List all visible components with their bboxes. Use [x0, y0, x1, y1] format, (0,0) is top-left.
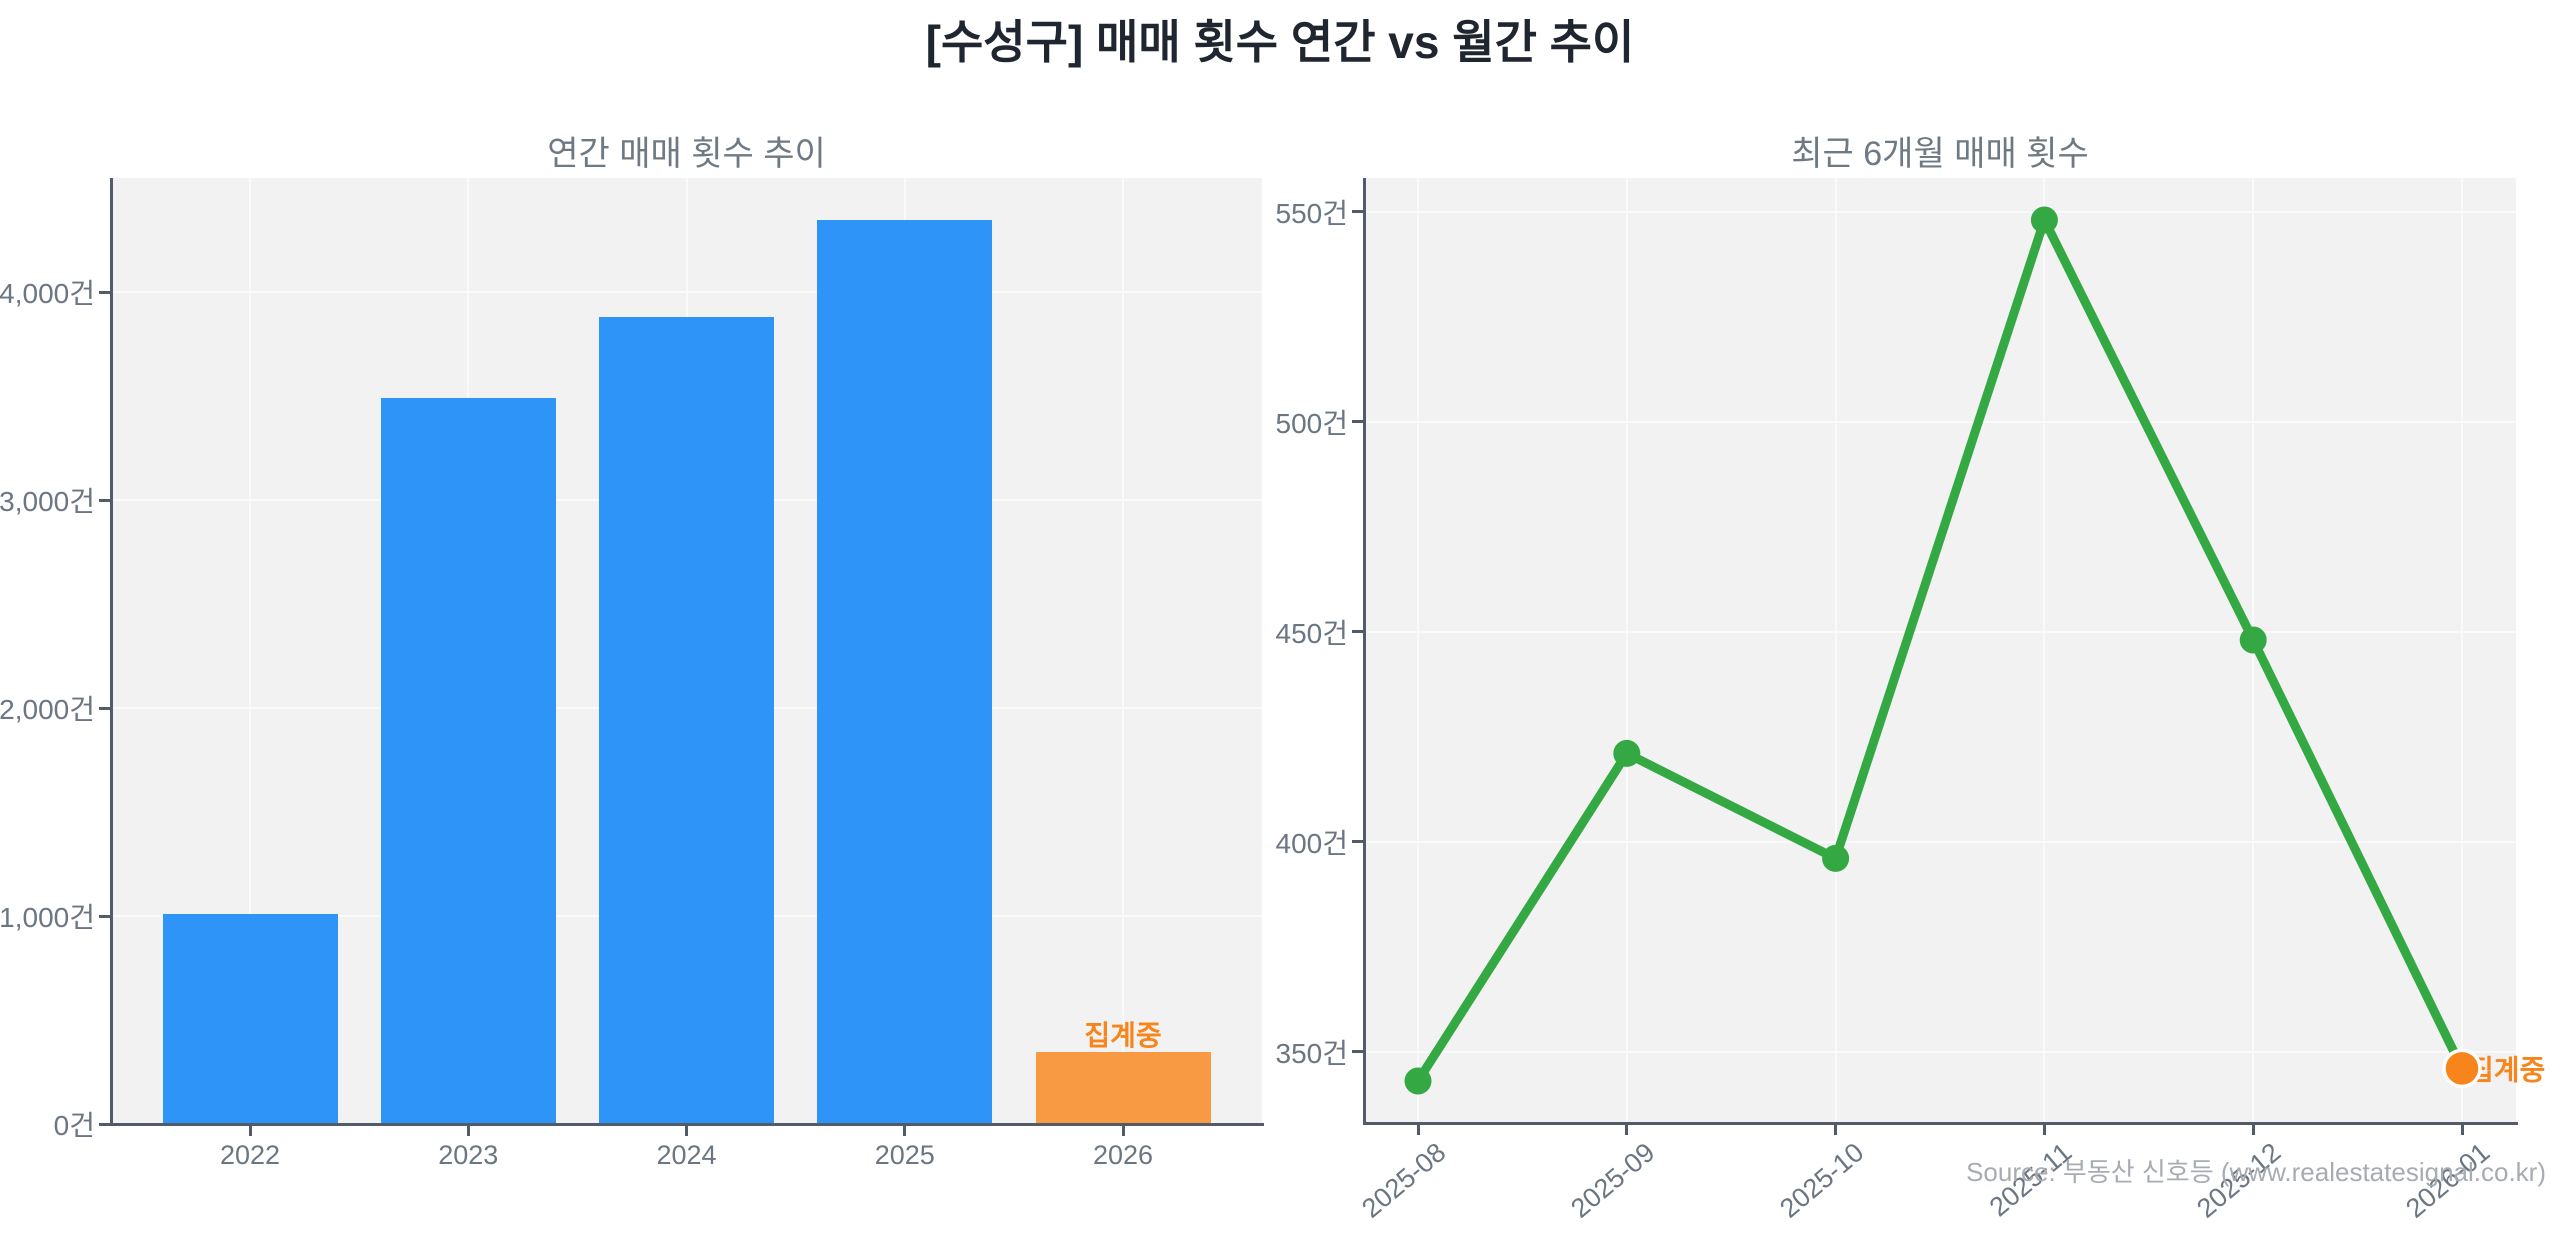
trend-line: [1413, 215, 2467, 1086]
left-spine: [109, 178, 113, 1126]
x-tick: [248, 1124, 252, 1136]
x-tick: [2042, 1123, 2046, 1135]
bar-2026: [1035, 1052, 1211, 1124]
gridline-y: [1364, 630, 2516, 633]
gridline-x: [2043, 178, 2046, 1123]
y-tick-label: 450건: [1275, 617, 1348, 649]
gridline-x: [1417, 178, 1419, 1123]
y-tick: [99, 290, 111, 294]
y-tick-label: 0건: [53, 1110, 95, 1141]
x-tick-label-2026: 2026: [1092, 1140, 1154, 1170]
x-tick-label-2024: 2024: [656, 1140, 717, 1170]
bottom-spine: [1362, 1121, 2518, 1125]
x-tick: [1416, 1123, 1420, 1135]
y-tick: [99, 1122, 111, 1126]
y-tick-label: 350건: [1275, 1037, 1348, 1069]
gridline-y: [1364, 420, 2516, 423]
left-spine: [1362, 178, 1366, 1125]
x-tick: [903, 1124, 907, 1136]
y-tick: [1352, 210, 1364, 214]
source-note: Source: 부동산 신호등 (www.realestatesignal.co…: [1966, 1157, 2546, 1187]
x-tick: [685, 1124, 688, 1136]
y-tick: [1352, 420, 1364, 424]
bar-chart-title: 연간 매매 횟수 추이: [547, 135, 826, 173]
monthly-trend-line-chart: 집계중: [1404, 206, 2545, 1095]
data-point-2025-10: [1822, 844, 1850, 872]
gridline-x: [1122, 178, 1124, 1124]
x-tick-label-2025-10: 2025-10: [1773, 1137, 1869, 1224]
x-tick: [1625, 1123, 1629, 1135]
data-point-2025-09: [1613, 739, 1641, 767]
x-tick-label-2025: 2025: [874, 1140, 935, 1170]
gridline-x: [1834, 178, 1837, 1123]
y-tick: [1352, 840, 1364, 844]
gridline-x: [2461, 178, 2463, 1123]
x-tick-label-2025-09: 2025-09: [1564, 1137, 1661, 1224]
aggregating-label: 집계중: [1084, 1020, 1162, 1052]
gridline-y: [1364, 1050, 2516, 1053]
x-tick-label-2022: 2022: [219, 1140, 281, 1170]
y-tick-label: 2,000건: [0, 694, 95, 726]
bar-2025: [817, 219, 993, 1124]
x-tick: [466, 1124, 470, 1136]
x-tick: [2460, 1123, 2464, 1135]
y-tick-label: 4,000건: [0, 278, 95, 310]
y-tick: [99, 498, 111, 502]
y-tick-label: 550건: [1275, 197, 1348, 229]
x-tick: [1121, 1124, 1125, 1136]
data-point-2025-08: [1404, 1067, 1432, 1095]
data-point-2025-11: [2030, 206, 2058, 234]
gridline-x: [249, 178, 251, 1124]
data-point-2025-12: [2239, 626, 2267, 654]
y-tick: [99, 706, 111, 710]
x-tick-label-2023: 2023: [438, 1140, 499, 1170]
bar-2022: [162, 914, 338, 1124]
y-tick: [1352, 630, 1364, 634]
page-title: [수성구] 매매 횟수 연간 vs 월간 추이: [925, 16, 1635, 68]
x-tick-label-2025-08: 2025-08: [1356, 1137, 1452, 1224]
x-tick: [1834, 1123, 1838, 1135]
line-chart-plot-area: [1364, 178, 2516, 1123]
gridline-x: [1625, 178, 1628, 1123]
y-tick-label: 3,000건: [0, 486, 95, 518]
y-tick: [99, 914, 111, 918]
y-tick-label: 1,000건: [0, 902, 95, 934]
y-tick-label: 400건: [1275, 827, 1348, 859]
data-point-2026-01: [2442, 1048, 2482, 1089]
bar-2024: [599, 317, 774, 1124]
gridline-y: [1364, 840, 2516, 843]
bar-2023: [380, 398, 556, 1124]
line-chart-title: 최근 6개월 매매 횟수: [1791, 135, 2089, 173]
y-tick: [1352, 1050, 1364, 1054]
gridline-y: [1364, 210, 2516, 213]
x-tick: [2251, 1123, 2255, 1135]
y-tick-label: 500건: [1275, 407, 1348, 439]
